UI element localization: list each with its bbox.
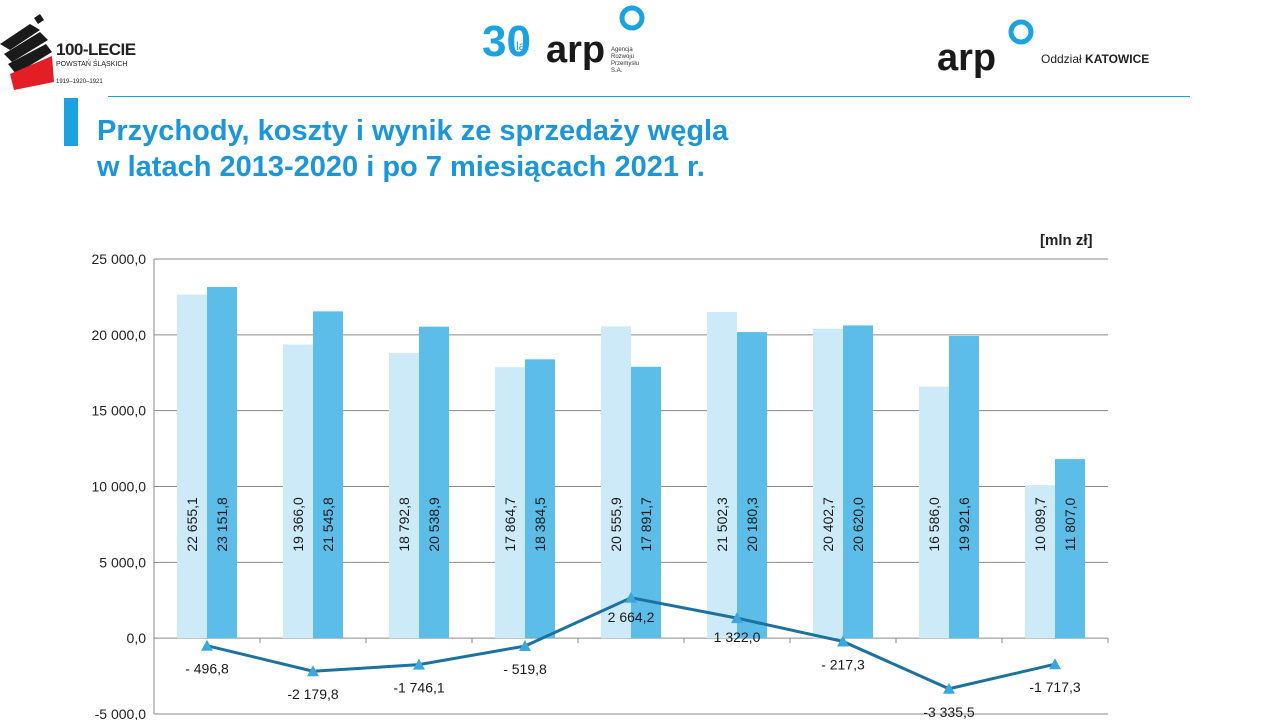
- slide-title-line-1: Przychody, koszty i wynik ze sprzedaży w…: [97, 115, 729, 147]
- y-tick-label: 0,0: [127, 630, 147, 646]
- result-value-label: 2 664,2: [608, 609, 655, 625]
- centenary-years: 1919–1920–1921: [56, 79, 103, 85]
- result-point: [625, 591, 637, 603]
- arp-katowice-emblem-icon: arp: [937, 19, 1034, 79]
- result-point: [1049, 658, 1061, 670]
- bar-value-label: 17 864,7: [502, 497, 518, 552]
- bar-value-label: 19 366,0: [290, 497, 306, 552]
- bar-value-label: 23 151,8: [214, 497, 230, 552]
- centenary-logo: 100-LECIE POWSTAŃ ŚLĄSKICH 1919–1920–192…: [0, 10, 160, 92]
- bar: [601, 326, 631, 639]
- arp-katowice-logo: arp Oddział KATOWICE: [935, 14, 1185, 84]
- result-value-label: - 519,8: [503, 661, 547, 677]
- bar: [631, 366, 661, 639]
- bar: [207, 287, 237, 639]
- bar: [495, 367, 525, 639]
- bar: [919, 386, 949, 639]
- bar: [813, 328, 843, 639]
- bar-value-label: 20 620,0: [850, 497, 866, 552]
- result-point: [519, 640, 531, 652]
- bar: [1025, 485, 1055, 639]
- arp-30-years-logo: 30 lat arp Agencja Rozwoju Przemysłu S.A…: [480, 2, 680, 94]
- centenary-subtitle: POWSTAŃ ŚLĄSKICH: [56, 61, 128, 68]
- header: 100-LECIE POWSTAŃ ŚLĄSKICH 1919–1920–192…: [0, 0, 1280, 98]
- y-tick-label: 20 000,0: [92, 327, 147, 343]
- centenary-title: 100-LECIE: [56, 40, 136, 59]
- result-point: [307, 665, 319, 677]
- result-point: [943, 682, 955, 694]
- slide-title: Przychody, koszty i wynik ze sprzedaży w…: [97, 113, 728, 185]
- centenary-emblem-icon: [0, 14, 54, 90]
- bar-value-label: 17 891,7: [638, 497, 654, 552]
- bar-value-label: 21 545,8: [320, 497, 336, 552]
- arp-30-years-emblem-icon: 30 lat arp: [482, 5, 645, 71]
- result-point: [731, 612, 743, 624]
- bar: [313, 311, 343, 639]
- result-value-label: - 217,3: [821, 656, 865, 672]
- result-value-label: 1 322,0: [714, 629, 761, 645]
- bar: [177, 294, 207, 639]
- svg-text:30: 30: [482, 17, 531, 66]
- svg-text:lat: lat: [516, 39, 529, 53]
- bar: [283, 344, 313, 639]
- header-divider: [108, 96, 1190, 97]
- y-tick-label: 10 000,0: [92, 479, 147, 495]
- result-value-label: -1 717,3: [1029, 679, 1081, 695]
- branch-label: Oddział KATOWICE: [1041, 52, 1150, 66]
- result-value-label: -3 335,5: [923, 704, 975, 720]
- y-tick-label: 25 000,0: [92, 251, 147, 267]
- bar-value-label: 20 402,7: [820, 497, 836, 552]
- slide-title-line-2: w latach 2013-2020 i po 7 miesiącach 202…: [97, 151, 705, 183]
- bar-value-label: 11 807,0: [1062, 497, 1078, 551]
- bar-value-label: 19 921,6: [956, 497, 972, 552]
- bar: [737, 332, 767, 639]
- bar-value-label: 20 180,3: [744, 497, 760, 552]
- bar-value-label: 10 089,7: [1032, 497, 1048, 552]
- bar: [949, 336, 979, 639]
- bar-value-label: 18 792,8: [396, 497, 412, 552]
- result-point: [201, 639, 213, 651]
- arp-agency-subtitle: Agencja Rozwoju Przemysłu S.A.: [611, 47, 640, 74]
- unit-label: [mln zł]: [1040, 232, 1093, 249]
- bar-value-label: 20 555,9: [608, 497, 624, 552]
- y-tick-label: 5 000,0: [99, 554, 146, 570]
- bar-value-label: 18 384,5: [532, 497, 548, 552]
- bar-value-label: 16 586,0: [926, 497, 942, 552]
- bar-value-label: 20 538,9: [426, 497, 442, 552]
- result-value-label: -1 746,1: [393, 680, 445, 696]
- result-value-label: - 496,8: [185, 661, 229, 677]
- bar-value-label: 21 502,3: [714, 497, 730, 552]
- title-accent-bar: [64, 98, 78, 146]
- svg-text:arp: arp: [937, 37, 996, 79]
- bar-value-label: 22 655,1: [184, 497, 200, 552]
- result-point: [413, 658, 425, 670]
- bar: [843, 325, 873, 639]
- svg-text:arp: arp: [546, 29, 605, 71]
- bar: [389, 353, 419, 639]
- result-value-label: -2 179,8: [287, 686, 339, 702]
- y-tick-label: 15 000,0: [92, 403, 147, 419]
- result-point: [837, 635, 849, 647]
- bar: [525, 359, 555, 639]
- bar: [1055, 459, 1085, 639]
- bar: [419, 326, 449, 639]
- bar: [707, 312, 737, 639]
- y-tick-label: -5 000,0: [95, 706, 147, 720]
